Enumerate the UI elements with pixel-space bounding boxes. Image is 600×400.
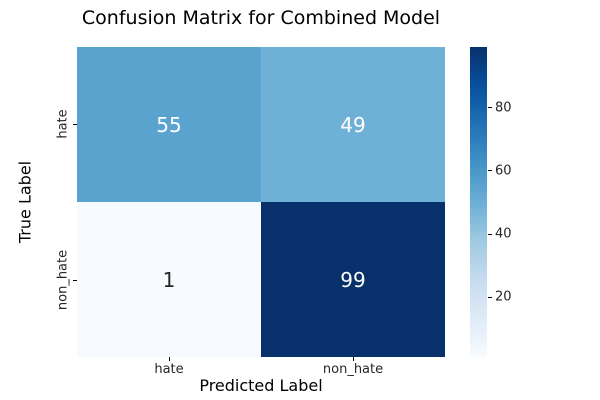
y-axis-label: True Label bbox=[15, 160, 35, 244]
x-tick-label: hate bbox=[154, 362, 184, 377]
colorbar-tick-mark bbox=[488, 297, 492, 298]
heatmap-cell: 1 bbox=[77, 202, 261, 357]
y-tick-mark bbox=[73, 280, 77, 281]
x-tick-label: non_hate bbox=[322, 362, 384, 377]
colorbar-tick-label: 40 bbox=[495, 226, 512, 242]
heatmap-cell: 55 bbox=[77, 47, 261, 202]
y-tick-mark bbox=[73, 124, 77, 125]
y-tick-label: hate bbox=[55, 109, 71, 139]
colorbar-tick-label: 20 bbox=[495, 289, 512, 305]
colorbar-tick-mark bbox=[488, 234, 492, 235]
x-tick-mark bbox=[353, 357, 354, 361]
colorbar-tick-label: 60 bbox=[495, 163, 512, 179]
heatmap: 55 49 1 99 bbox=[77, 47, 445, 357]
colorbar-gradient bbox=[470, 47, 487, 357]
chart-title: Confusion Matrix for Combined Model bbox=[81, 7, 441, 29]
x-axis-label: Predicted Label bbox=[199, 376, 323, 395]
x-tick-mark bbox=[169, 357, 170, 361]
y-tick-label: non_hate bbox=[55, 249, 71, 311]
colorbar-tick-label: 80 bbox=[495, 100, 512, 116]
colorbar-tick-mark bbox=[488, 170, 492, 171]
heatmap-cell: 99 bbox=[261, 202, 445, 357]
colorbar-tick-mark bbox=[488, 107, 492, 108]
heatmap-cell: 49 bbox=[261, 47, 445, 202]
